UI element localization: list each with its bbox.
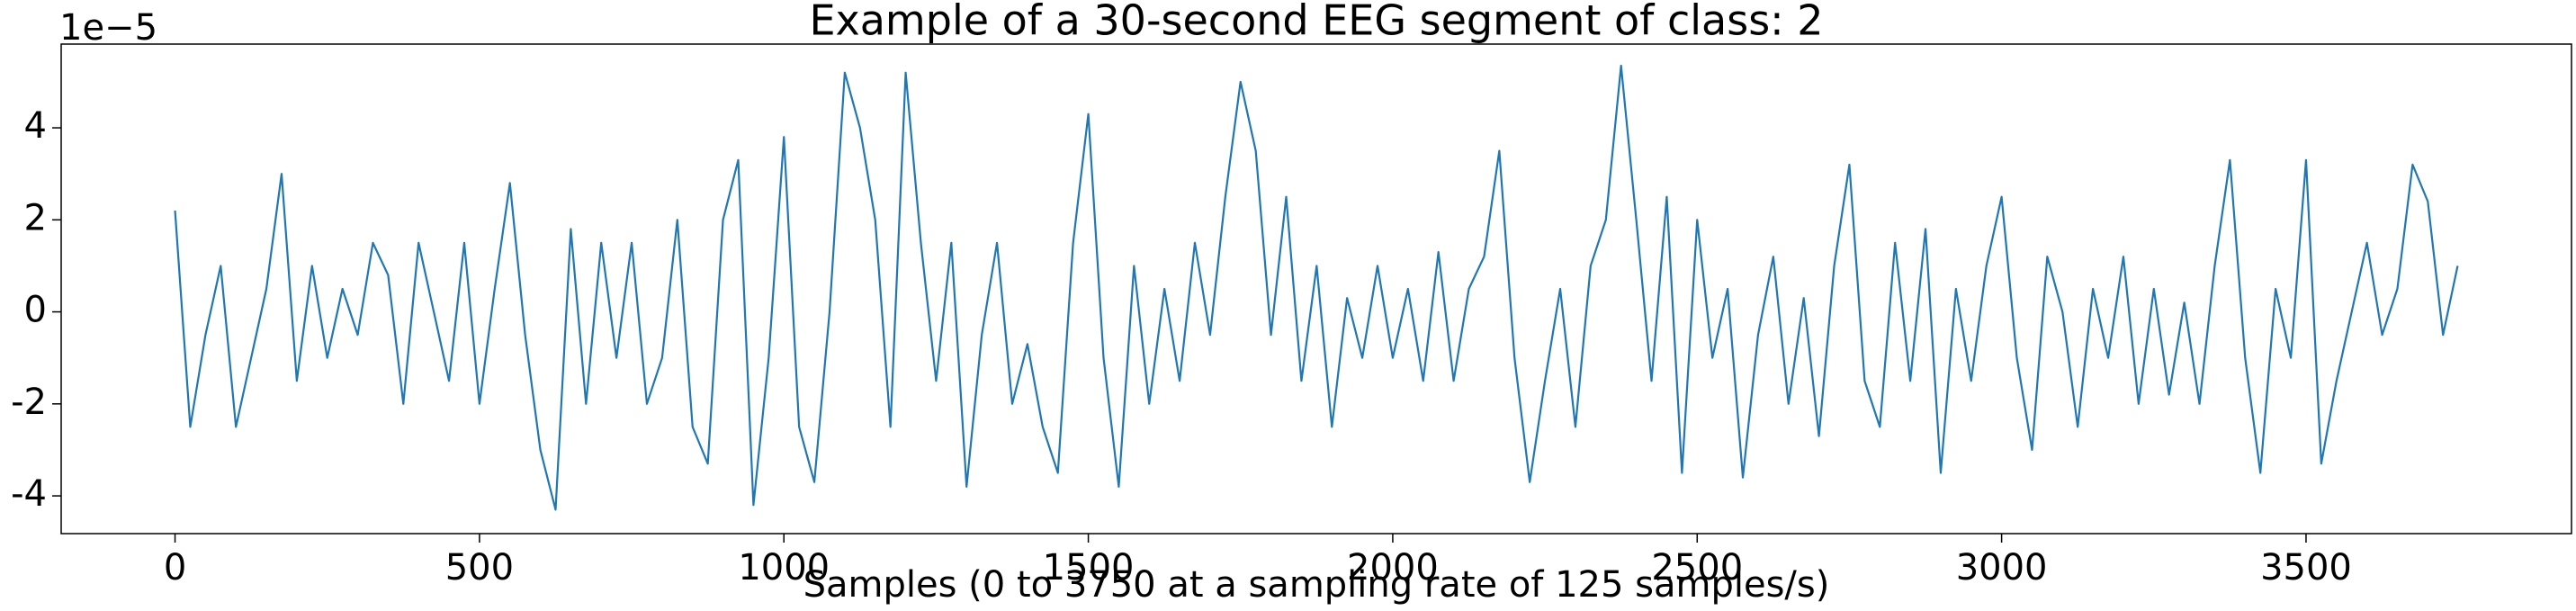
y-tick-label: -4 <box>11 473 47 515</box>
plot-frame <box>60 43 2572 535</box>
x-tick-label: 2000 <box>1347 547 1439 589</box>
x-tick-label: 3500 <box>2260 547 2352 589</box>
x-axis-label: Samples (0 to 3750 at a sampling rate of… <box>803 564 1830 606</box>
y-tick-label: -2 <box>11 382 47 423</box>
x-tick-label: 3000 <box>1956 547 2048 589</box>
y-tick-label: 4 <box>24 105 47 147</box>
data-line <box>174 64 2459 511</box>
y-tick-label: 2 <box>24 197 47 238</box>
x-tick-label: 500 <box>445 547 514 589</box>
x-tick-label: 1000 <box>738 547 830 589</box>
chart-title: Example of a 30-second EEG segment of cl… <box>809 0 1823 45</box>
y-tick-label: 0 <box>24 290 47 331</box>
x-tick-label: 2500 <box>1651 547 1743 589</box>
x-tick-label: 1500 <box>1043 547 1135 589</box>
y-offset-text: 1e−5 <box>59 7 157 49</box>
x-tick-label: 0 <box>164 547 186 589</box>
